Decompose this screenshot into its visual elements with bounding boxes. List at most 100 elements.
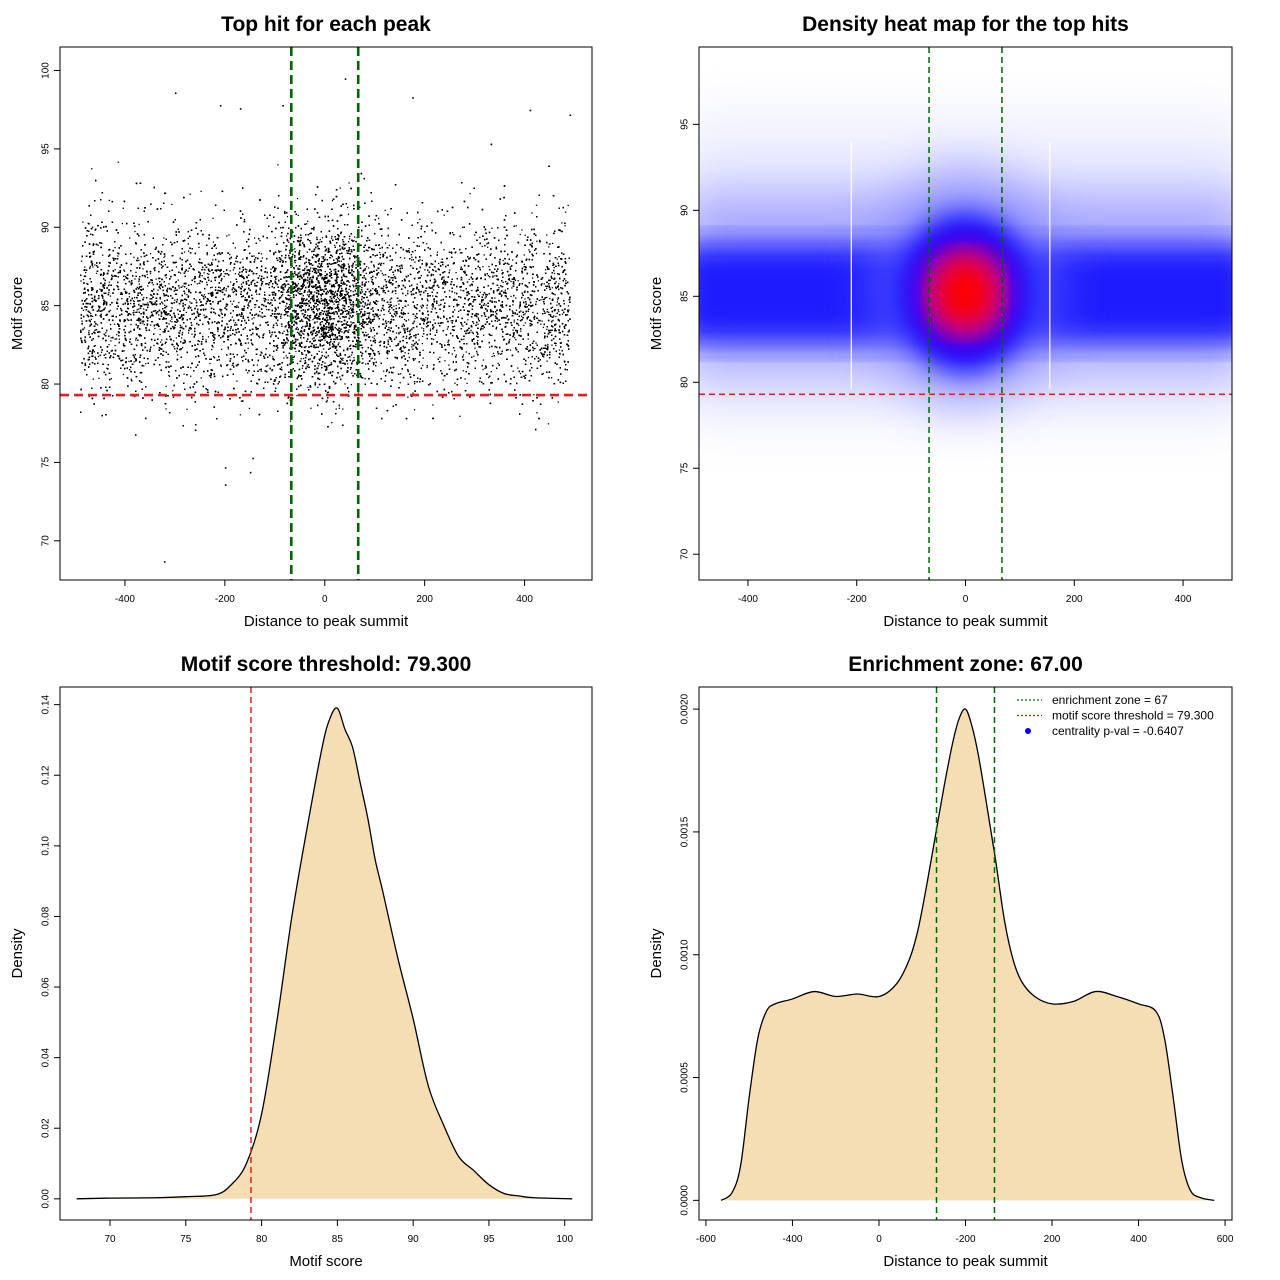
data-point [155,278,157,280]
data-point [507,349,509,351]
data-point [564,211,567,213]
data-point [163,328,166,331]
data-point [333,303,335,305]
data-point [88,331,90,334]
data-point [353,327,356,330]
data-point [124,291,127,294]
data-point [309,358,311,360]
data-point [319,238,321,241]
data-point [496,320,499,322]
data-point [108,261,110,264]
data-point [139,320,141,322]
data-point [324,288,326,290]
data-point [235,306,238,308]
data-point [256,364,259,366]
data-point [519,233,521,236]
y-tick-label: 80 [41,378,52,390]
data-point [191,333,193,335]
data-point [367,333,369,336]
data-point [484,273,486,275]
data-point [359,313,361,315]
data-point [323,355,326,357]
data-point [132,300,135,302]
data-point [542,372,544,375]
data-point [521,315,523,317]
data-point [83,327,86,329]
data-point [159,298,161,300]
data-point [331,237,333,239]
data-point [187,250,190,252]
data-point [504,292,506,294]
data-point [227,364,229,366]
data-point [484,297,486,299]
data-point [426,307,428,309]
data-point [289,294,291,297]
data-point [330,272,333,275]
data-point [189,193,191,195]
data-point [393,305,395,307]
data-point [247,347,249,350]
data-point [502,281,504,284]
data-point [318,350,320,353]
data-point [146,273,148,276]
data-point [248,407,251,410]
data-point [367,250,369,252]
data-point [496,290,498,292]
data-point [267,283,269,285]
data-point [421,259,423,262]
data-point [211,286,213,288]
data-point [85,271,87,274]
data-point [277,164,279,166]
data-point [468,278,470,281]
data-point [335,258,338,260]
data-point [535,342,537,344]
data-point [138,223,140,226]
data-point [336,296,339,299]
data-point [351,266,354,269]
data-point [206,254,208,256]
x-axis-label: Distance to peak summit [244,613,409,630]
data-point [512,304,514,306]
data-point [558,310,560,313]
data-point [505,292,507,294]
data-point [122,207,124,209]
data-point [467,319,469,321]
data-point [99,288,101,290]
data-point [316,321,318,323]
data-point [168,270,171,272]
data-point [195,299,197,301]
data-point [462,354,464,356]
data-point [102,297,104,299]
data-point [477,317,480,319]
data-point [388,326,390,329]
data-point [273,345,276,347]
data-point [369,246,371,249]
data-point [313,326,315,328]
data-point [143,365,145,367]
data-point [551,344,553,346]
data-point [234,324,236,327]
data-point [401,265,403,267]
data-point [426,243,428,245]
data-point [143,274,146,277]
data-point [274,237,276,239]
data-point [420,275,423,277]
data-point [340,338,342,340]
x-tick-label: 400 [516,594,533,605]
data-point [317,298,320,300]
data-point [268,286,271,289]
data-point [479,236,481,239]
data-point [385,242,387,244]
data-point [336,304,339,306]
data-point [175,281,177,284]
data-point [89,325,91,327]
data-point [300,244,302,246]
data-point [355,264,357,266]
data-point [339,357,342,359]
data-point [320,295,323,297]
data-point [473,355,475,357]
data-point [392,282,394,285]
data-point [515,225,517,227]
data-point [324,278,326,280]
data-point [458,310,460,312]
